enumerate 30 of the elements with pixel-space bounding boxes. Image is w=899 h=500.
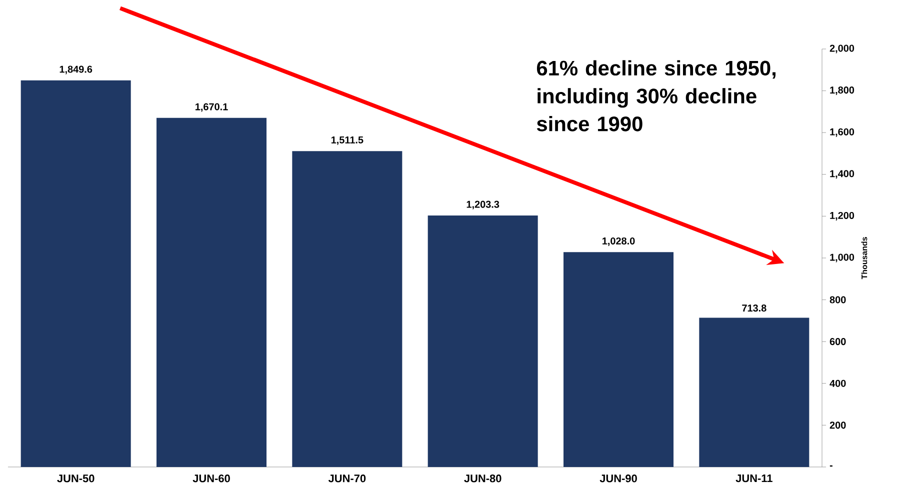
annotation: 61% decline since 1950, including 30% decline since 1990	[536, 60, 776, 132]
bar	[292, 151, 402, 467]
x-tick-label: JUN-90	[600, 474, 637, 482]
data-label: 1,849.6	[60, 66, 92, 74]
y-tick-label: 1,600	[830, 128, 854, 137]
y-tick-label: 1,200	[830, 212, 854, 220]
data-label: 713.8	[742, 304, 766, 312]
y-tick-label: 1,400	[830, 170, 854, 179]
bar	[564, 252, 674, 467]
bar	[156, 118, 267, 467]
x-tick-label: JUN-11	[736, 474, 772, 482]
x-tick-label: JUN-70	[328, 474, 366, 482]
data-label: 1,511.5	[331, 136, 364, 145]
x-tick-label: JUN-80	[464, 474, 502, 482]
y-tick-label: 600	[830, 338, 846, 346]
data-label: 1,670.1	[196, 103, 228, 112]
x-tick-label: JUN-60	[192, 474, 230, 482]
x-tick-label: JUN-50	[57, 474, 94, 482]
y-tick-label: 800	[830, 296, 846, 304]
data-label: 1,203.3	[466, 200, 500, 210]
y-tick-label: 1,000	[830, 254, 854, 262]
bar	[20, 80, 131, 467]
bar	[699, 318, 810, 467]
y-tick-label: 200	[830, 422, 846, 429]
data-label: 1,028.0	[602, 237, 635, 246]
bar	[428, 216, 538, 467]
y-tick-label: -	[830, 465, 832, 467]
y-tick-label: 1,800	[830, 86, 854, 96]
y-tick-label: 2,000	[830, 44, 854, 54]
y-tick-label: 400	[830, 380, 846, 387]
